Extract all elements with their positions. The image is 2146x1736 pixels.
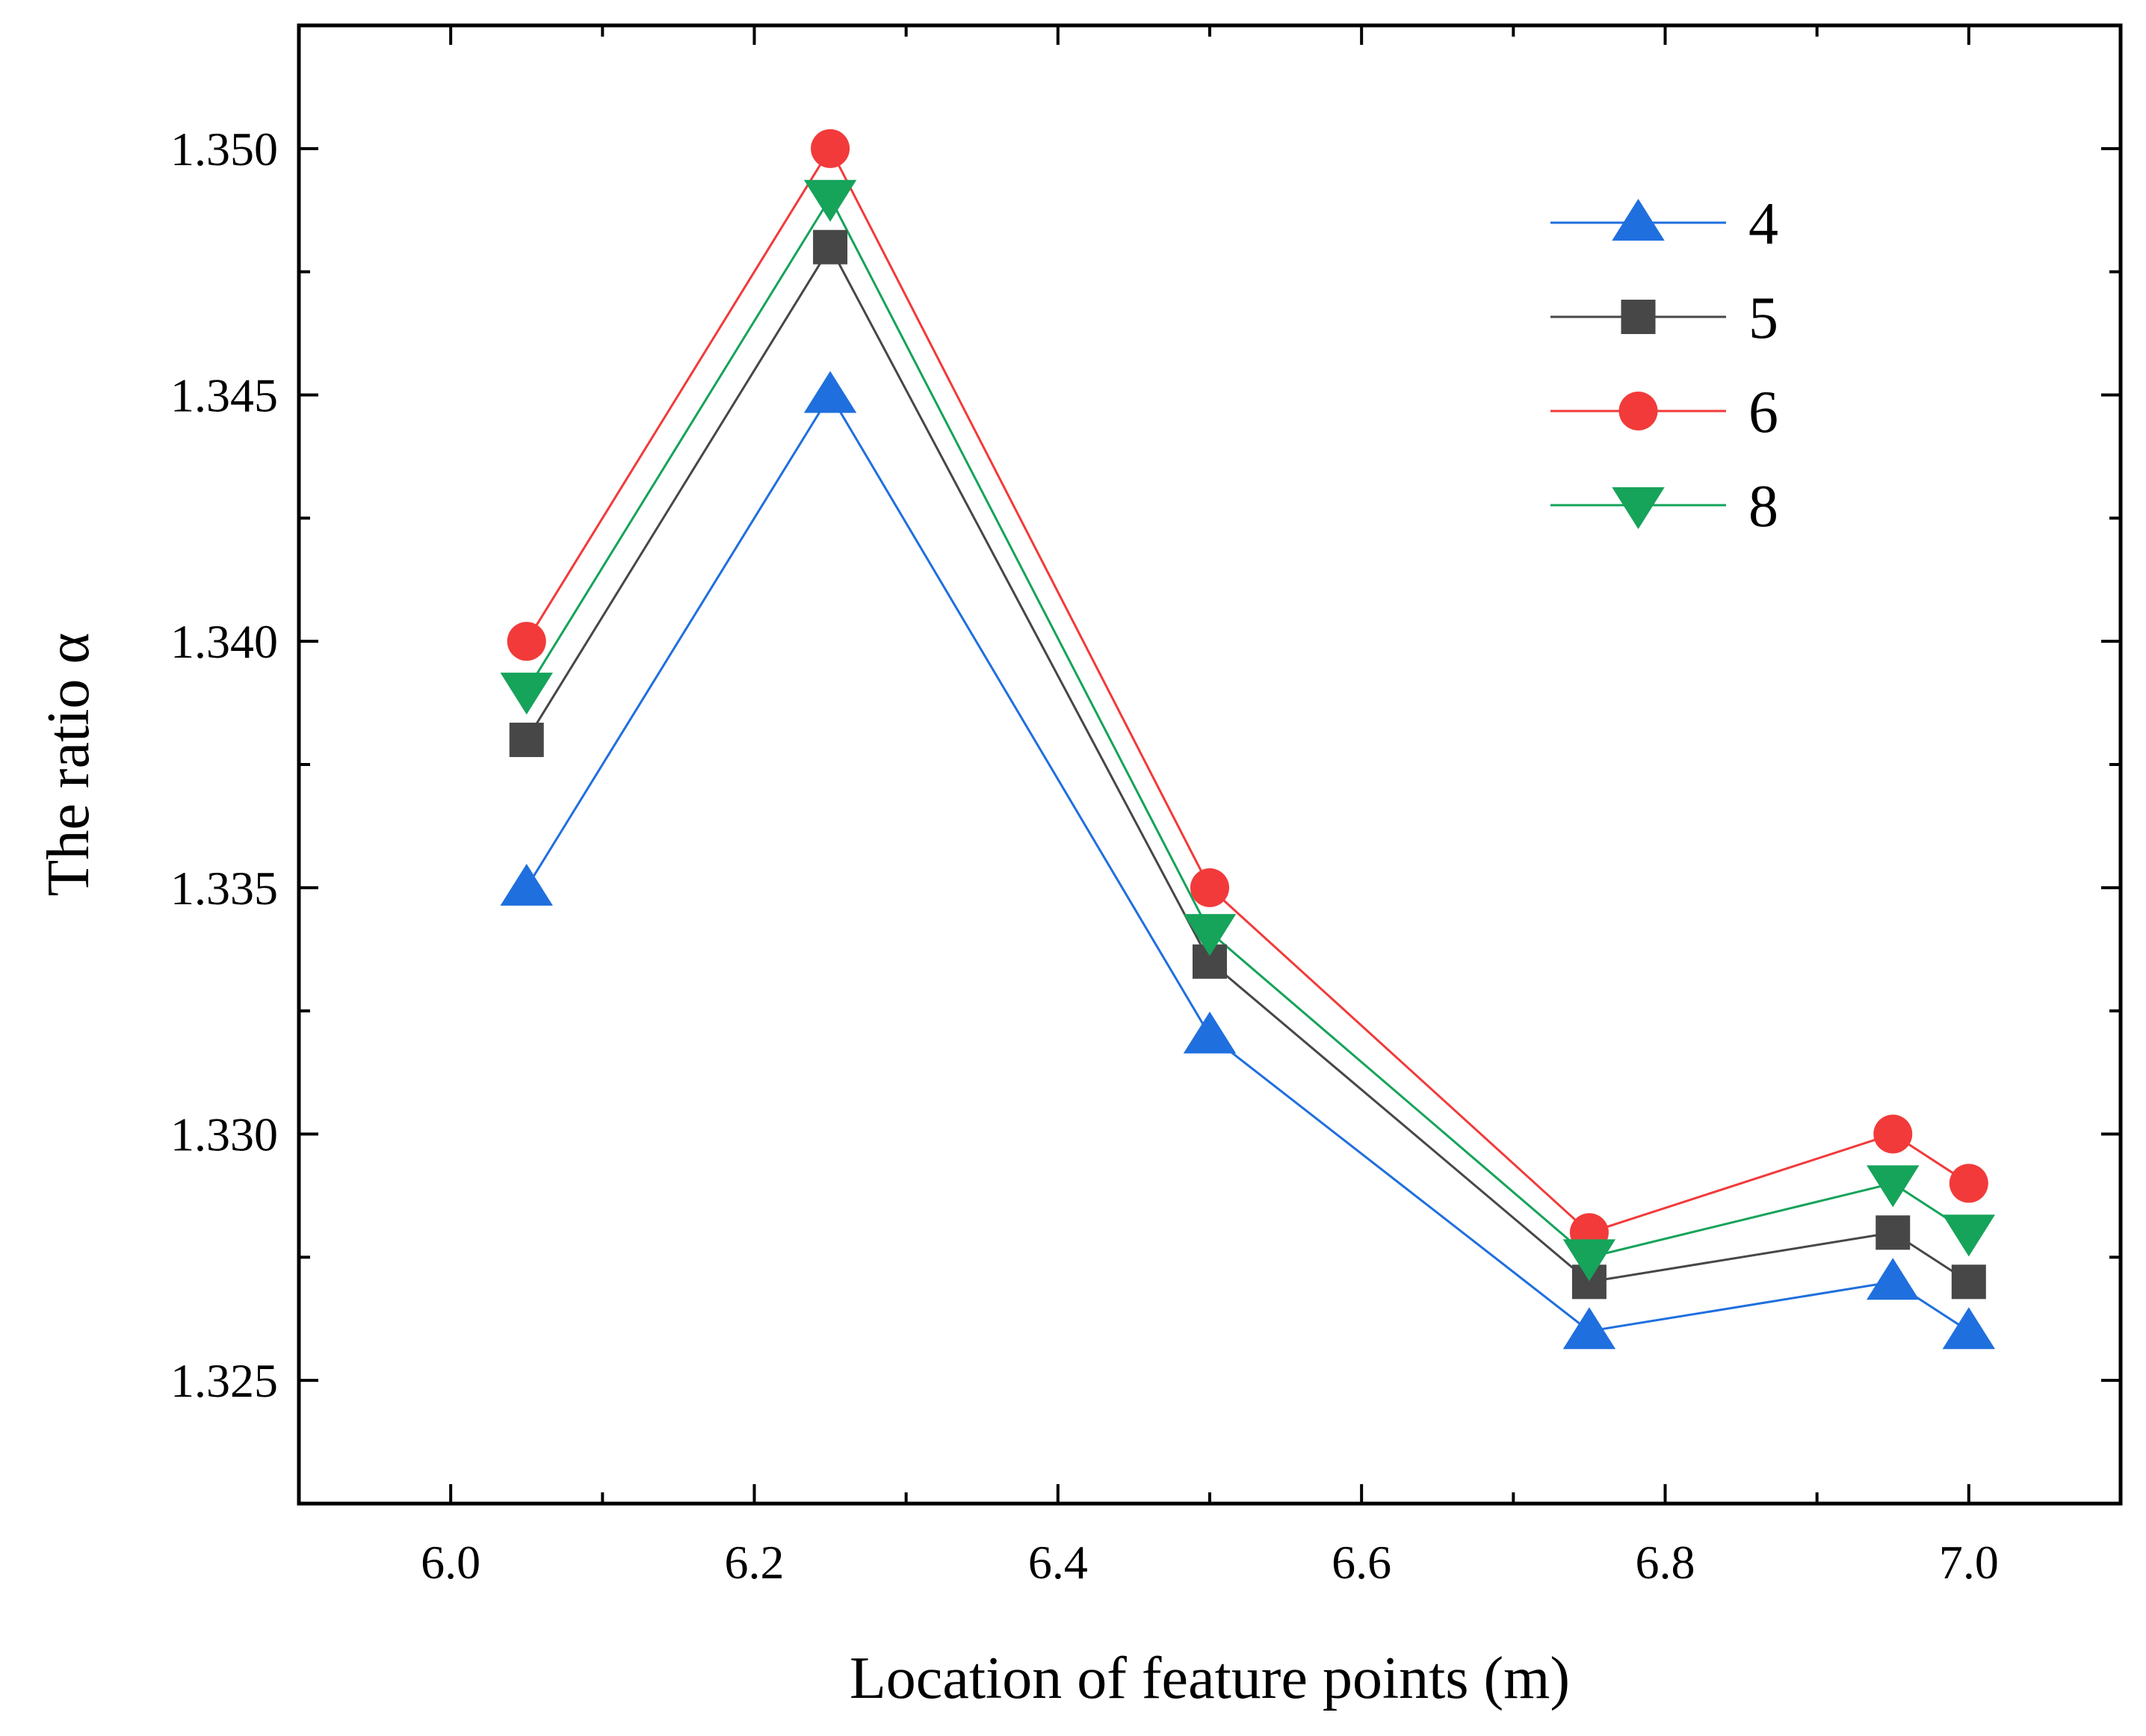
series-6-point [507, 622, 546, 661]
legend-8-marker [1612, 487, 1665, 529]
series-8-point [1867, 1165, 1920, 1208]
series-6-point [1190, 868, 1229, 907]
legend-4-label: 4 [1748, 191, 1778, 257]
series-6-point [1949, 1164, 1988, 1203]
y-tick-label: 1.345 [170, 369, 278, 422]
x-tick-label: 7.0 [1939, 1536, 1999, 1589]
plot-area: 6.0 6.2 6.4 6.6 6.8 7.0 1.325 1.330 1.335 1.340 1.… [170, 23, 2123, 1589]
series-4-point [1562, 1307, 1616, 1350]
legend-5-marker [1621, 300, 1656, 334]
x-axis-title: Location of feature points (m) [850, 1646, 1570, 1711]
series-5-point [813, 229, 848, 265]
legend-8-label: 8 [1748, 474, 1778, 540]
series-4-point [1867, 1258, 1920, 1300]
y-tick-label: 1.340 [170, 615, 278, 668]
legend-5-label: 5 [1748, 285, 1778, 351]
series-8-line [525, 195, 1970, 1258]
x-tick-label: 6.2 [725, 1536, 785, 1589]
series-8-point [803, 179, 857, 222]
series-6-point [1873, 1114, 1913, 1154]
legend-6-label: 6 [1748, 380, 1778, 445]
series-8-point [500, 673, 553, 715]
series-6-point [811, 129, 850, 168]
series-4-point [500, 863, 553, 906]
series-4-point [1183, 1011, 1237, 1054]
series-4-point [1942, 1307, 1996, 1350]
x-tick-label: 6.8 [1636, 1536, 1695, 1589]
series-8-point [1183, 914, 1237, 957]
y-tick-label: 1.325 [170, 1354, 278, 1407]
series-5-point [1951, 1264, 1986, 1300]
y-tick-label: 1.350 [170, 123, 278, 176]
series-8-point [1942, 1214, 1996, 1257]
legend: 4 5 6 8 [1550, 191, 1778, 540]
x-tick-label: 6.6 [1332, 1536, 1391, 1589]
series-5-point [1876, 1215, 1911, 1250]
plot-frame [297, 23, 2123, 1506]
y-tick-label: 1.330 [170, 1108, 278, 1161]
series-5-point [509, 723, 544, 758]
x-tick-label: 6.4 [1028, 1536, 1088, 1589]
y-axis-title: The ratio α [36, 633, 102, 897]
y-tick-label: 1.335 [170, 862, 278, 915]
legend-6-marker [1618, 392, 1658, 430]
series-8-point [1562, 1239, 1616, 1282]
series-4-point [803, 371, 857, 413]
legend-4-marker [1612, 199, 1665, 241]
x-tick-label: 6.0 [421, 1536, 480, 1589]
